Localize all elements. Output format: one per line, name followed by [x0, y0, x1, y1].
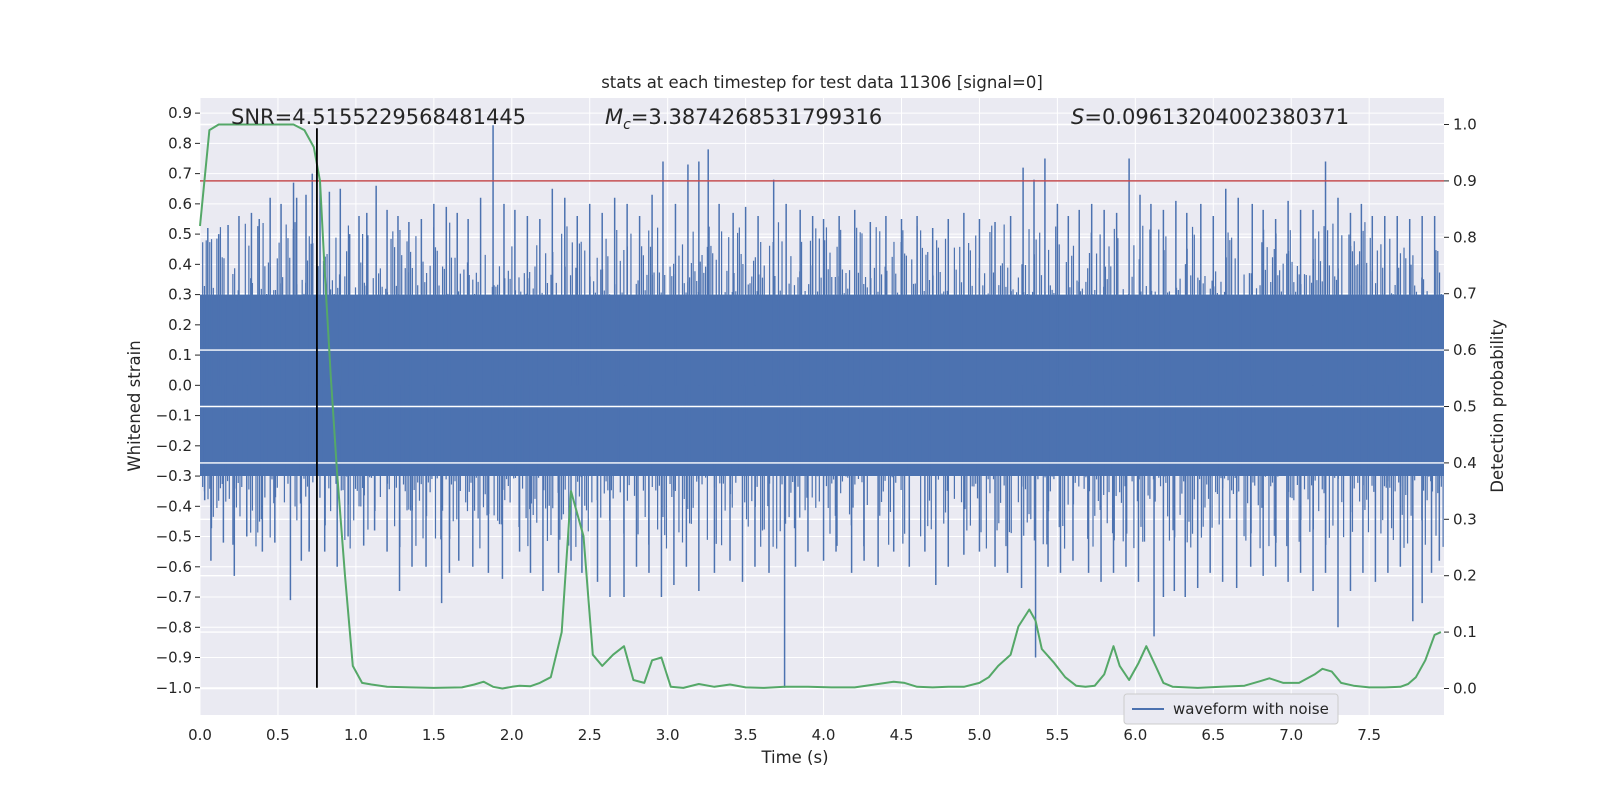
s-annotation: S=0.09613204002380371: [1071, 105, 1349, 129]
x-tick-label: 5.0: [968, 726, 992, 744]
x-tick-label: 5.5: [1045, 726, 1069, 744]
y-tick-label: −0.7: [156, 588, 192, 606]
x-tick-label: 0.5: [266, 726, 290, 744]
right-y-tick-label: 0.5: [1453, 398, 1477, 416]
left-y-tick-labels: 0.9 0.8 0.7 0.6 0.5 0.4 0.3 0.2 0.1 0.0 −0.1 −0.2 −0…: [156, 104, 200, 697]
x-tick-label: 0.0: [188, 726, 212, 744]
right-y-tick-label: 0.6: [1453, 341, 1477, 359]
y-tick-label: 0.4: [168, 255, 192, 273]
y-tick-label: −0.5: [156, 528, 192, 546]
x-tick-label: 1.5: [422, 726, 446, 744]
y-tick-label: −0.8: [156, 618, 192, 636]
s-value: =0.09613204002380371: [1084, 105, 1349, 129]
right-y-tick-label: 0.4: [1453, 454, 1477, 472]
legend-box: [1123, 693, 1339, 725]
x-tick-labels: 0.0 0.5 1.0 1.5 2.0 2.5 3.0 3.5 4.0 4.5 5.0 5.5 6.0 6…: [188, 726, 1381, 744]
x-tick-label: 4.5: [890, 726, 914, 744]
y-tick-label: 0.0: [168, 376, 192, 394]
mc-value: =3.3874268531799316: [631, 105, 882, 129]
mc-subscript: c: [623, 117, 631, 133]
mc-annotation: Mc=3.3874268531799316: [605, 105, 882, 133]
y-tick-label: −0.2: [156, 437, 192, 455]
waveform-series: [200, 125, 1444, 688]
y-tick-label: 0.8: [168, 134, 192, 152]
right-y-tick-label: 0.2: [1453, 567, 1477, 585]
x-tick-label: 2.5: [578, 726, 602, 744]
s-symbol: S: [1071, 105, 1084, 129]
y-tick-label: 0.1: [168, 346, 192, 364]
snr-annotation: SNR=4.5155229568481445: [231, 105, 526, 129]
detection-probability-series: [199, 123, 1442, 690]
right-y-tick-label: 0.9: [1453, 172, 1477, 190]
y-tick-label: −0.9: [156, 649, 192, 667]
x-tick-label: 1.0: [344, 726, 368, 744]
x-tick-label: 3.0: [656, 726, 680, 744]
y-axis-label-right: Detection probability: [1488, 319, 1507, 493]
x-tick-label: 4.0: [812, 726, 836, 744]
right-y-tick-label: 1.0: [1453, 116, 1477, 134]
right-y-tick-label: 0.0: [1453, 679, 1477, 697]
chart-title: stats at each timestep for test data 113…: [601, 73, 1043, 92]
legend-label-waveform: waveform with noise: [1173, 700, 1329, 718]
y-tick-label: −0.1: [156, 407, 192, 425]
x-tick-label: 2.0: [500, 726, 524, 744]
right-y-tick-label: 0.3: [1453, 510, 1477, 528]
y-tick-label: −0.4: [156, 497, 192, 515]
legend: waveform with noise: [1123, 693, 1339, 725]
detection-probability-line: [199, 123, 1442, 690]
y-axis-label-left: Whitened strain: [125, 340, 144, 471]
right-y-tick-labels: 0.0 0.1 0.2 0.3 0.4 0.5 0.6 0.7 0.8 0.9 1.0: [1444, 116, 1477, 697]
y-tick-label: 0.9: [168, 104, 192, 122]
y-tick-label: 0.7: [168, 165, 192, 183]
y-tick-label: −1.0: [156, 679, 192, 697]
mc-symbol: M: [605, 105, 623, 129]
x-tick-label: 6.5: [1201, 726, 1225, 744]
y-tick-label: 0.2: [168, 316, 192, 334]
x-tick-label: 3.5: [734, 726, 758, 744]
y-tick-label: 0.6: [168, 195, 192, 213]
right-y-tick-label: 0.8: [1453, 228, 1477, 246]
y-tick-label: −0.6: [156, 558, 192, 576]
y-tick-label: 0.5: [168, 225, 192, 243]
right-y-tick-label: 0.1: [1453, 623, 1477, 641]
y-tick-label: 0.3: [168, 286, 192, 304]
x-tick-label: 7.5: [1357, 726, 1381, 744]
x-axis-label: Time (s): [760, 748, 828, 767]
x-tick-label: 7.0: [1279, 726, 1303, 744]
right-y-tick-label: 0.7: [1453, 285, 1477, 303]
x-tick-label: 6.0: [1123, 726, 1147, 744]
y-tick-label: −0.3: [156, 467, 192, 485]
